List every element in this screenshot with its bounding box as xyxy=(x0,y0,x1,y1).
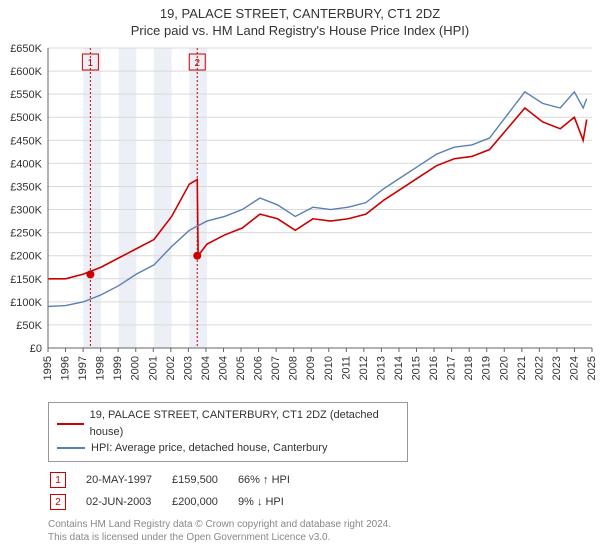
svg-text:2012: 2012 xyxy=(358,356,370,380)
svg-text:2: 2 xyxy=(194,58,200,69)
svg-text:1995: 1995 xyxy=(42,356,54,380)
sale-delta: 66% ↑ HPI xyxy=(238,470,308,490)
svg-text:2018: 2018 xyxy=(463,356,475,380)
attribution-line-2: This data is licensed under the Open Gov… xyxy=(48,531,600,545)
sale-number-box: 1 xyxy=(50,472,66,488)
legend-row: HPI: Average price, detached house, Cant… xyxy=(57,440,399,457)
svg-text:2014: 2014 xyxy=(393,356,405,380)
svg-text:£200K: £200K xyxy=(10,251,42,263)
svg-text:2020: 2020 xyxy=(498,356,510,380)
line-chart: £0 £50K £100K £150K £200K £250K £300K £350K £400… xyxy=(0,38,600,398)
svg-text:2025: 2025 xyxy=(586,356,598,380)
svg-text:2023: 2023 xyxy=(551,356,563,380)
svg-text:2021: 2021 xyxy=(516,356,528,380)
svg-text:2013: 2013 xyxy=(375,356,387,380)
svg-text:£400K: £400K xyxy=(10,158,42,170)
svg-text:2004: 2004 xyxy=(200,356,212,380)
sale-price: £159,500 xyxy=(172,470,236,490)
legend: 19, PALACE STREET, CANTERBURY, CT1 2DZ (… xyxy=(48,402,408,462)
svg-text:1997: 1997 xyxy=(77,356,89,380)
svg-text:£600K: £600K xyxy=(10,66,42,78)
sale-price: £200,000 xyxy=(172,492,236,512)
svg-text:£350K: £350K xyxy=(10,181,42,193)
svg-text:£100K: £100K xyxy=(10,297,42,309)
sales-table: 1 20-MAY-1997£159,50066% ↑ HPI 2 02-JUN-200… xyxy=(48,468,310,514)
svg-text:2015: 2015 xyxy=(411,356,423,380)
svg-text:£450K: £450K xyxy=(10,135,42,147)
sale-date: 02-JUN-2003 xyxy=(86,492,170,512)
svg-text:2008: 2008 xyxy=(288,356,300,380)
svg-text:2019: 2019 xyxy=(481,356,493,380)
sale-number-box: 2 xyxy=(50,494,66,510)
svg-text:2022: 2022 xyxy=(533,356,545,380)
svg-text:2009: 2009 xyxy=(305,356,317,380)
svg-text:1998: 1998 xyxy=(95,356,107,380)
sale-delta: 9% ↓ HPI xyxy=(238,492,308,512)
svg-text:£550K: £550K xyxy=(10,89,42,101)
svg-text:2007: 2007 xyxy=(270,356,282,380)
chart-container: £0 £50K £100K £150K £200K £250K £300K £350K £400… xyxy=(0,38,600,398)
legend-swatch xyxy=(57,447,85,449)
svg-text:2011: 2011 xyxy=(340,356,352,380)
sale-date: 20-MAY-1997 xyxy=(86,470,170,490)
sale-row: 2 02-JUN-2003£200,0009% ↓ HPI xyxy=(50,492,308,512)
chart-titles: 19, PALACE STREET, CANTERBURY, CT1 2DZ P… xyxy=(0,0,600,38)
svg-text:£150K: £150K xyxy=(10,274,42,286)
svg-text:2010: 2010 xyxy=(323,356,335,380)
sale-marker-2 xyxy=(193,252,201,260)
legend-row: 19, PALACE STREET, CANTERBURY, CT1 2DZ (… xyxy=(57,407,399,440)
svg-text:1996: 1996 xyxy=(60,356,72,380)
svg-text:1999: 1999 xyxy=(112,356,124,380)
legend-label: 19, PALACE STREET, CANTERBURY, CT1 2DZ (… xyxy=(90,407,399,440)
svg-text:2004: 2004 xyxy=(217,356,229,380)
svg-text:2001: 2001 xyxy=(147,356,159,380)
svg-text:£0: £0 xyxy=(30,343,42,355)
svg-text:2017: 2017 xyxy=(446,356,458,380)
svg-text:2003: 2003 xyxy=(182,356,194,380)
svg-text:£250K: £250K xyxy=(10,228,42,240)
svg-text:£300K: £300K xyxy=(10,205,42,217)
sale-marker-1 xyxy=(86,270,94,278)
svg-text:2005: 2005 xyxy=(235,356,247,380)
svg-text:2016: 2016 xyxy=(428,356,440,380)
title-line-1: 19, PALACE STREET, CANTERBURY, CT1 2DZ xyxy=(0,6,600,21)
svg-text:2024: 2024 xyxy=(568,356,580,380)
svg-text:2000: 2000 xyxy=(130,356,142,380)
svg-text:£650K: £650K xyxy=(10,43,42,55)
legend-label: HPI: Average price, detached house, Cant… xyxy=(91,440,327,457)
attribution: Contains HM Land Registry data © Crown c… xyxy=(48,518,600,545)
legend-swatch xyxy=(57,423,84,425)
title-line-2: Price paid vs. HM Land Registry's House … xyxy=(0,23,600,38)
svg-text:£50K: £50K xyxy=(16,320,42,332)
svg-text:1: 1 xyxy=(88,58,94,69)
svg-text:£500K: £500K xyxy=(10,112,42,124)
svg-text:2006: 2006 xyxy=(253,356,265,380)
svg-text:2002: 2002 xyxy=(165,356,177,380)
attribution-line-1: Contains HM Land Registry data © Crown c… xyxy=(48,518,600,532)
sale-row: 1 20-MAY-1997£159,50066% ↑ HPI xyxy=(50,470,308,490)
